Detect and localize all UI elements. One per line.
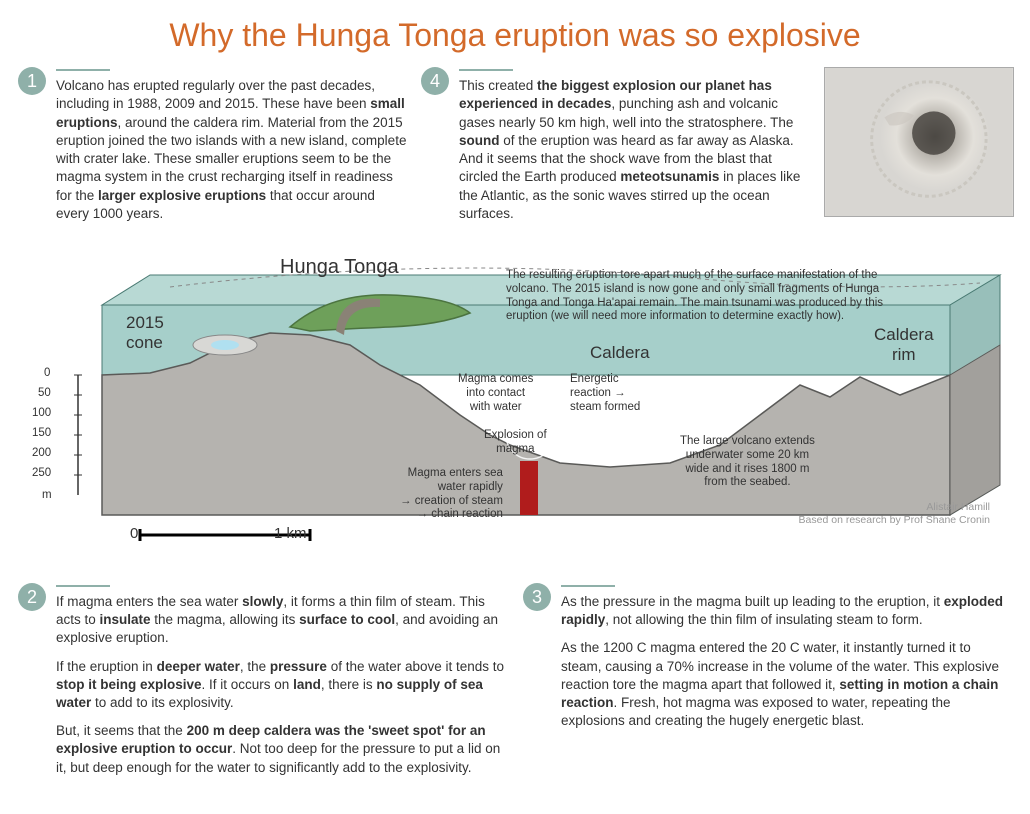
satellite-photo [824, 67, 1014, 217]
top-row: 1 Volcano has erupted regularly over the… [0, 63, 1030, 231]
label-extends: The large volcano extends underwater som… [680, 435, 815, 490]
block-3: 3 As the pressure in the magma built up … [523, 583, 1014, 787]
depth-0: 0 [44, 367, 50, 381]
cross-section-diagram: 0 50 100 150 200 250 m 0 1 km Hunga Tong… [30, 235, 1008, 575]
label-cone: 2015 cone [126, 313, 164, 354]
credit-1: Alistair Hamill [690, 501, 990, 514]
block1-text: Volcano has erupted regularly over the p… [56, 77, 407, 223]
rule-3 [561, 585, 615, 587]
label-caldera-rim: Caldera rim [874, 325, 934, 366]
depth-150: 150 [32, 427, 51, 441]
block3-p2: As the 1200 C magma entered the 20 C wat… [561, 639, 1014, 730]
rule-1 [56, 69, 110, 71]
depth-250: 250 [32, 467, 51, 481]
block4-text: This created the biggest explosion our p… [459, 77, 810, 223]
badge-3: 3 [523, 583, 551, 611]
block-1: 1 Volcano has erupted regularly over the… [18, 67, 407, 223]
block2-p1: If magma enters the sea water slowly, it… [56, 593, 509, 648]
scale-zero: 0 [130, 525, 138, 543]
diagram-caption: The resulting eruption tore apart much o… [506, 269, 906, 324]
depth-50: 50 [38, 387, 51, 401]
badge-4: 4 [421, 67, 449, 95]
block3-p1: As the pressure in the magma built up le… [561, 593, 1014, 629]
label-contact: Magma comes into contact with water [458, 373, 533, 414]
depth-unit: m [42, 489, 52, 503]
page-title: Why the Hunga Tonga eruption was so expl… [0, 0, 1030, 63]
label-enters: Magma enters sea water rapidly → creatio… [400, 467, 503, 522]
label-explosion: Explosion of magma [484, 429, 547, 457]
label-hunga-tonga: Hunga Tonga [280, 255, 399, 279]
badge-1: 1 [18, 67, 46, 95]
scale-one: 1 km [274, 525, 307, 543]
depth-200: 200 [32, 447, 51, 461]
rule-4 [459, 69, 513, 71]
block-4: 4 This created the biggest explosion our… [421, 67, 810, 223]
bottom-row: 2 If magma enters the sea water slowly, … [0, 583, 1030, 797]
credit-2: Based on research by Prof Shane Cronin [690, 514, 990, 527]
rule-2 [56, 585, 110, 587]
block-2: 2 If magma enters the sea water slowly, … [18, 583, 509, 787]
label-caldera: Caldera [590, 343, 650, 363]
depth-100: 100 [32, 407, 51, 421]
badge-2: 2 [18, 583, 46, 611]
block2-p3: But, it seems that the 200 m deep calder… [56, 722, 509, 777]
label-reaction: Energetic reaction → steam formed [570, 373, 640, 414]
block2-p2: If the eruption in deeper water, the pre… [56, 658, 509, 713]
